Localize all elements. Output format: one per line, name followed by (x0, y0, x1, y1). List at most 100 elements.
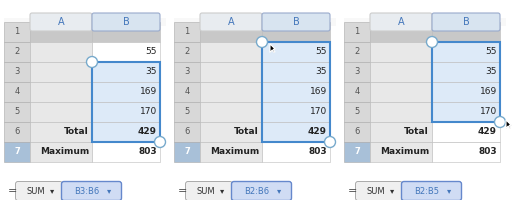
Text: 803: 803 (139, 148, 157, 156)
Bar (262, 122, 330, 142)
FancyBboxPatch shape (30, 13, 92, 31)
Bar (92, 122, 160, 142)
Bar (4, 18, 166, 26)
Bar (370, 62, 432, 82)
Bar (262, 102, 330, 122)
Text: 1: 1 (184, 27, 190, 36)
Text: 6: 6 (184, 128, 190, 136)
Bar (432, 22, 500, 42)
Text: Total: Total (404, 128, 429, 136)
Text: 6: 6 (14, 128, 19, 136)
Text: 429: 429 (138, 128, 157, 136)
Bar (30, 82, 92, 102)
Text: 429: 429 (308, 128, 327, 136)
Text: B2:B6: B2:B6 (245, 186, 270, 196)
FancyBboxPatch shape (370, 13, 432, 31)
Text: 2: 2 (184, 47, 190, 56)
Bar (30, 62, 92, 82)
Circle shape (86, 56, 97, 68)
Text: 1: 1 (354, 27, 359, 36)
Bar (262, 82, 330, 102)
Bar (370, 102, 432, 122)
Text: 170: 170 (140, 108, 157, 116)
Text: 3: 3 (14, 68, 19, 76)
Bar (4, 62, 30, 82)
Bar (92, 142, 160, 162)
FancyBboxPatch shape (432, 13, 500, 31)
Text: 55: 55 (485, 47, 497, 56)
Bar (4, 22, 30, 42)
Bar (262, 62, 330, 82)
Text: 7: 7 (184, 148, 190, 156)
Text: 35: 35 (145, 68, 157, 76)
Bar (344, 122, 370, 142)
Bar (262, 42, 330, 62)
Bar (4, 42, 30, 62)
Circle shape (426, 36, 437, 47)
Bar (174, 18, 336, 26)
Text: 169: 169 (480, 88, 497, 97)
Text: SUM: SUM (197, 186, 216, 196)
Text: 4: 4 (14, 88, 19, 97)
Text: 4: 4 (184, 88, 190, 97)
Bar (200, 142, 262, 162)
Text: Maximum: Maximum (380, 148, 429, 156)
FancyBboxPatch shape (92, 13, 160, 31)
Text: 5: 5 (184, 108, 190, 116)
Bar (30, 102, 92, 122)
Bar (370, 82, 432, 102)
Text: 1: 1 (14, 27, 19, 36)
Bar (344, 82, 370, 102)
Bar (30, 42, 92, 62)
Text: 3: 3 (354, 68, 360, 76)
Circle shape (154, 136, 165, 148)
Text: B2:B5: B2:B5 (415, 186, 440, 196)
Text: B: B (292, 17, 299, 27)
Bar (344, 42, 370, 62)
Bar (370, 122, 432, 142)
Bar (200, 42, 262, 62)
FancyBboxPatch shape (62, 182, 122, 200)
Text: =: = (348, 186, 357, 196)
Text: 7: 7 (354, 148, 360, 156)
FancyBboxPatch shape (356, 182, 403, 200)
Text: B3:B6: B3:B6 (74, 186, 100, 196)
Circle shape (325, 136, 336, 148)
Circle shape (494, 116, 505, 128)
Text: 169: 169 (140, 88, 157, 97)
Bar (30, 22, 92, 42)
Text: 429: 429 (478, 128, 497, 136)
Bar (344, 22, 370, 42)
Text: ▾: ▾ (107, 186, 111, 196)
Text: 803: 803 (479, 148, 497, 156)
Bar (432, 62, 500, 82)
Text: Total: Total (64, 128, 89, 136)
Bar (92, 82, 160, 102)
Bar (200, 22, 262, 42)
Bar (30, 122, 92, 142)
Bar (174, 122, 200, 142)
Bar (262, 142, 330, 162)
FancyBboxPatch shape (186, 182, 232, 200)
FancyBboxPatch shape (15, 182, 63, 200)
Text: 35: 35 (316, 68, 327, 76)
Text: =: = (8, 186, 17, 196)
Text: 6: 6 (354, 128, 360, 136)
Bar (4, 82, 30, 102)
Bar (432, 42, 500, 62)
Text: ▾: ▾ (447, 186, 451, 196)
FancyBboxPatch shape (402, 182, 462, 200)
Text: 55: 55 (316, 47, 327, 56)
Text: 169: 169 (310, 88, 327, 97)
Bar (92, 62, 160, 142)
Text: A: A (398, 17, 404, 27)
Bar (92, 42, 160, 62)
Bar (200, 82, 262, 102)
Circle shape (257, 36, 268, 47)
Bar (92, 102, 160, 122)
Bar (432, 142, 500, 162)
Text: B: B (463, 17, 470, 27)
Text: Total: Total (234, 128, 259, 136)
Bar (174, 102, 200, 122)
Bar (92, 62, 160, 82)
